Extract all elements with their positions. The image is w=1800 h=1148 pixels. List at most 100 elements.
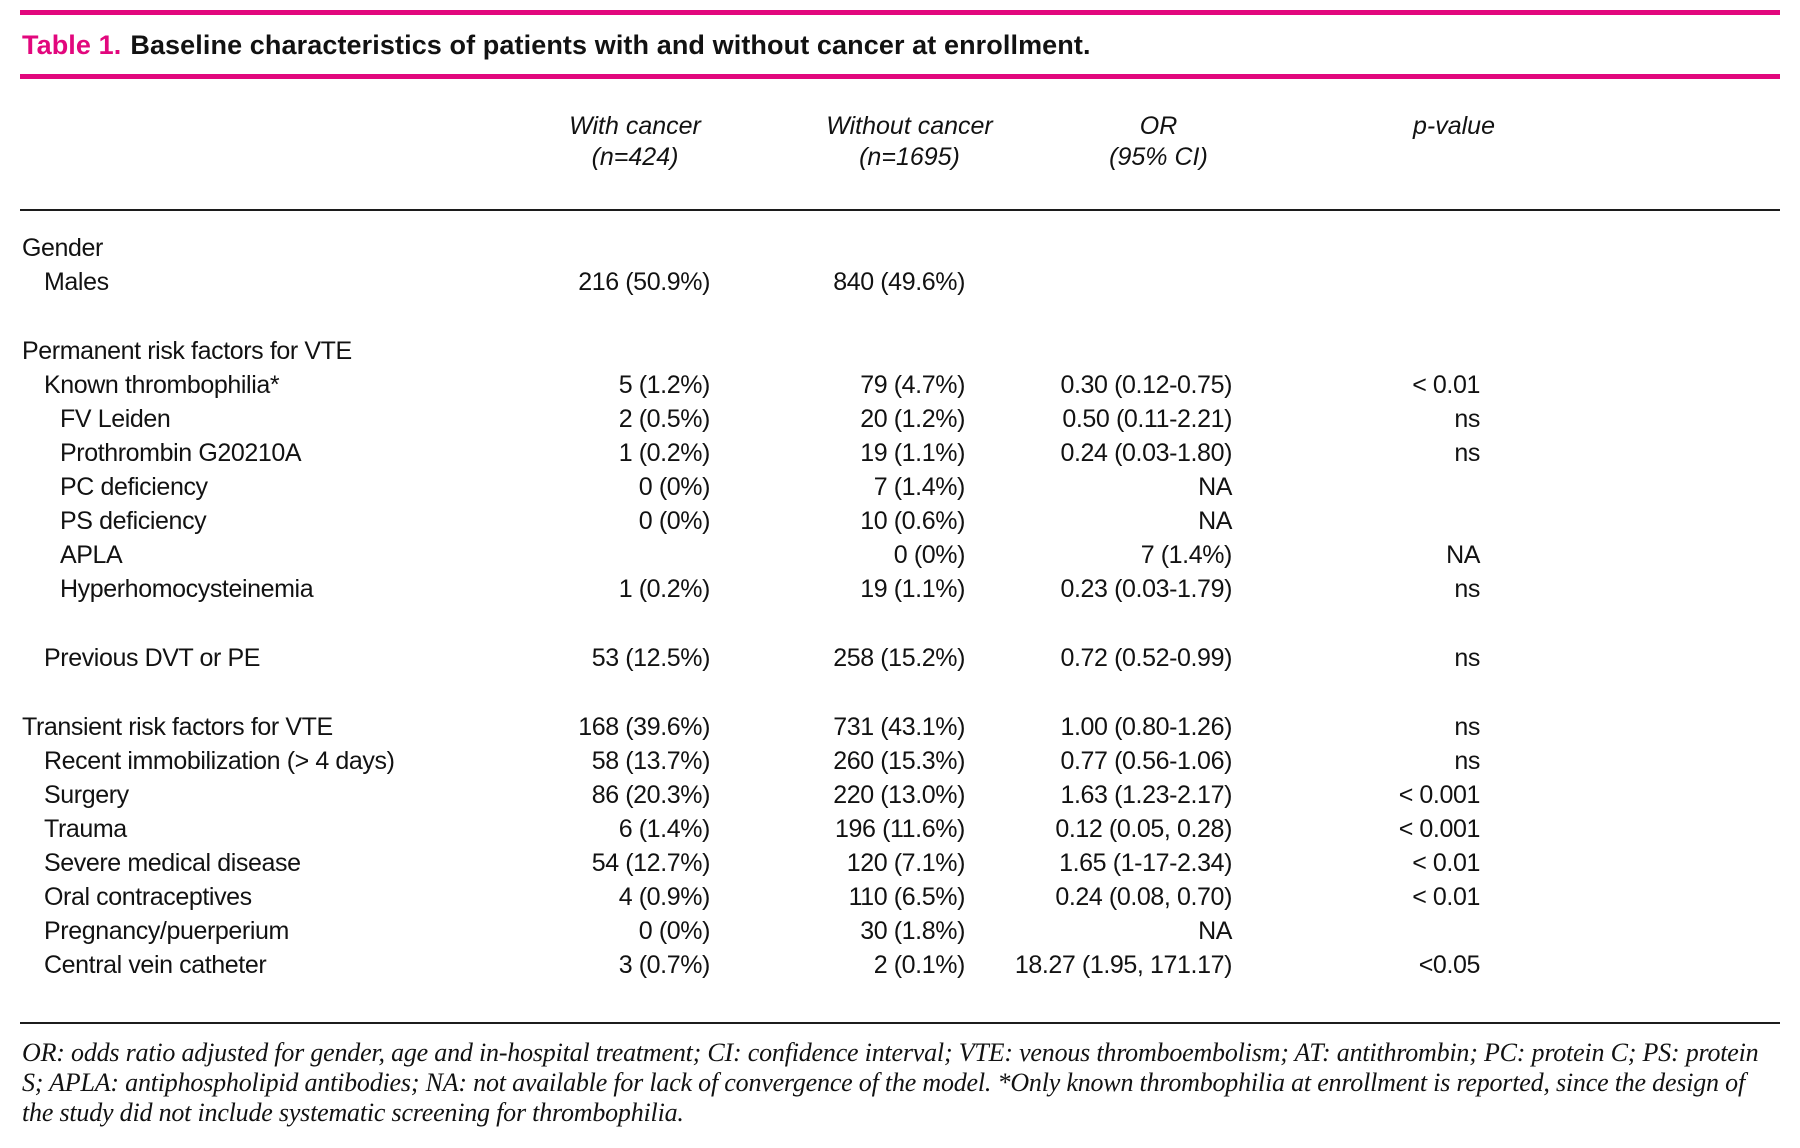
row-value: 86 (20.3%)	[591, 781, 711, 809]
table-row: Surgery 86 (20.3%) 220 (13.0%) 1.63 (1.23-2…	[20, 778, 1780, 812]
table-row: Prothrombin G20210A 1 (0.2%) 19 (1.1%) 0.24…	[20, 436, 1780, 470]
row-value: 30 (1.8%)	[860, 917, 965, 945]
row-value: 0.23 (0.03-1.79)	[1060, 575, 1233, 603]
row-value: NA	[1198, 473, 1232, 501]
row-value: 1.63 (1.23-2.17)	[1060, 781, 1233, 809]
row-value: 216 (50.9%)	[578, 268, 710, 296]
row-value: < 0.01	[1412, 371, 1480, 399]
row-value: 1.65 (1-17-2.34)	[1059, 849, 1232, 877]
row-spacer	[20, 606, 1780, 641]
title-rule	[20, 74, 1780, 79]
row-label: Prothrombin G20210A	[60, 439, 302, 467]
column-header-with-cancer: With cancer (n=424)	[530, 111, 740, 173]
row-value: 220 (13.0%)	[833, 781, 965, 809]
row-value: 5 (1.2%)	[618, 371, 711, 399]
row-value: 260 (15.3%)	[833, 747, 965, 775]
table-row: Trauma 6 (1.4%) 196 (11.6%) 0.12 (0.05, 0.2…	[20, 812, 1780, 846]
table-row: Severe medical disease 54 (12.7%) 120 (7.1…	[20, 846, 1780, 880]
row-value: 19 (1.1%)	[860, 439, 965, 467]
row-value: 10 (0.6%)	[860, 507, 965, 535]
row-value: 0.72 (0.52-0.99)	[1060, 644, 1233, 672]
row-value: 1 (0.2%)	[618, 439, 711, 467]
table-row: APLA 0 (0%) 7 (1.4%) NA	[20, 538, 1780, 572]
row-label: Surgery	[44, 781, 129, 809]
row-value: 2 (0.5%)	[618, 405, 711, 433]
row-label: Known thrombophilia*	[44, 371, 280, 399]
row-value: 0.30 (0.12-0.75)	[1060, 371, 1233, 399]
row-value: 0 (0%)	[893, 541, 966, 569]
table-header-row: With cancer (n=424) Without cancer (n=16…	[20, 79, 1780, 209]
row-value: 3 (0.7%)	[618, 951, 711, 979]
row-label: PS deficiency	[60, 507, 207, 535]
row-value: 4 (0.9%)	[618, 883, 711, 911]
row-value: <0.05	[1418, 951, 1481, 979]
row-filler	[1480, 538, 1780, 572]
row-value: ns	[1454, 575, 1480, 603]
row-label: Recent immobilization (> 4 days)	[44, 747, 395, 775]
column-header-line1: Without cancer	[826, 112, 993, 140]
row-filler	[1480, 710, 1780, 744]
column-header-line2: (n=1695)	[859, 143, 960, 171]
row-filler	[1480, 436, 1780, 470]
row-value: ns	[1454, 644, 1480, 672]
row-value: ns	[1454, 713, 1480, 741]
row-filler	[1480, 265, 1780, 299]
row-filler	[1480, 880, 1780, 914]
row-label: APLA	[60, 541, 123, 569]
column-header-p-value: p-value	[1330, 111, 1578, 173]
row-value: NA	[1198, 917, 1232, 945]
row-label: Permanent risk factors for VTE	[22, 337, 352, 365]
row-value: 0 (0%)	[638, 507, 711, 535]
row-label: FV Leiden	[60, 405, 171, 433]
table-title: Table 1. Baseline characteristics of pati…	[20, 15, 1780, 74]
row-value: < 0.001	[1398, 781, 1481, 809]
row-value: 120 (7.1%)	[846, 849, 966, 877]
row-value: < 0.01	[1412, 849, 1480, 877]
row-value	[1232, 470, 1480, 504]
row-filler	[1480, 572, 1780, 606]
row-filler	[1480, 914, 1780, 948]
row-value: ns	[1454, 405, 1480, 433]
row-value	[710, 334, 965, 368]
row-value	[500, 334, 710, 368]
row-label: Pregnancy/puerperium	[44, 917, 289, 945]
table-row: Recent immobilization (> 4 days) 58 (13.7…	[20, 744, 1780, 778]
row-value: 0.50 (0.11-2.21)	[1062, 405, 1232, 433]
header-rule	[20, 209, 1780, 211]
column-header-line1: OR	[1139, 112, 1178, 140]
row-label: Transient risk factors for VTE	[22, 713, 333, 741]
table-row: Males 216 (50.9%) 840 (49.6%)	[20, 265, 1780, 299]
row-value: 0 (0%)	[638, 917, 711, 945]
header-empty-cell	[20, 111, 500, 173]
table-body: Gender Males 216 (50.9%) 840 (49.6%) Permane…	[20, 211, 1780, 1022]
table-title-text: Baseline characteristics of patients wit…	[130, 30, 1091, 60]
row-value	[1232, 914, 1480, 948]
row-value	[1232, 504, 1480, 538]
table-row: Gender	[20, 231, 1780, 265]
row-filler	[1480, 402, 1780, 436]
row-filler	[1480, 641, 1780, 675]
row-value: 79 (4.7%)	[860, 371, 965, 399]
row-filler	[1480, 231, 1780, 265]
row-value	[965, 334, 1232, 368]
row-label: PC deficiency	[60, 473, 208, 501]
row-value: < 0.001	[1398, 815, 1481, 843]
row-value: ns	[1454, 747, 1480, 775]
row-spacer	[20, 299, 1780, 334]
row-filler	[1480, 744, 1780, 778]
row-value: 0.77 (0.56-1.06)	[1060, 747, 1233, 775]
column-header-or-ci: OR (95% CI)	[1025, 111, 1292, 173]
table-number-label: Table 1.	[22, 30, 122, 60]
row-value: 258 (15.2%)	[833, 644, 965, 672]
row-value	[1232, 265, 1480, 299]
row-value	[500, 538, 710, 572]
row-value: 196 (11.6%)	[835, 815, 965, 843]
row-filler	[1480, 846, 1780, 880]
row-filler	[1480, 948, 1780, 982]
row-filler	[1480, 334, 1780, 368]
column-header-line2: (95% CI)	[1109, 143, 1208, 171]
row-value: 0.24 (0.03-1.80)	[1060, 439, 1233, 467]
row-value	[965, 231, 1232, 265]
row-value	[965, 265, 1232, 299]
